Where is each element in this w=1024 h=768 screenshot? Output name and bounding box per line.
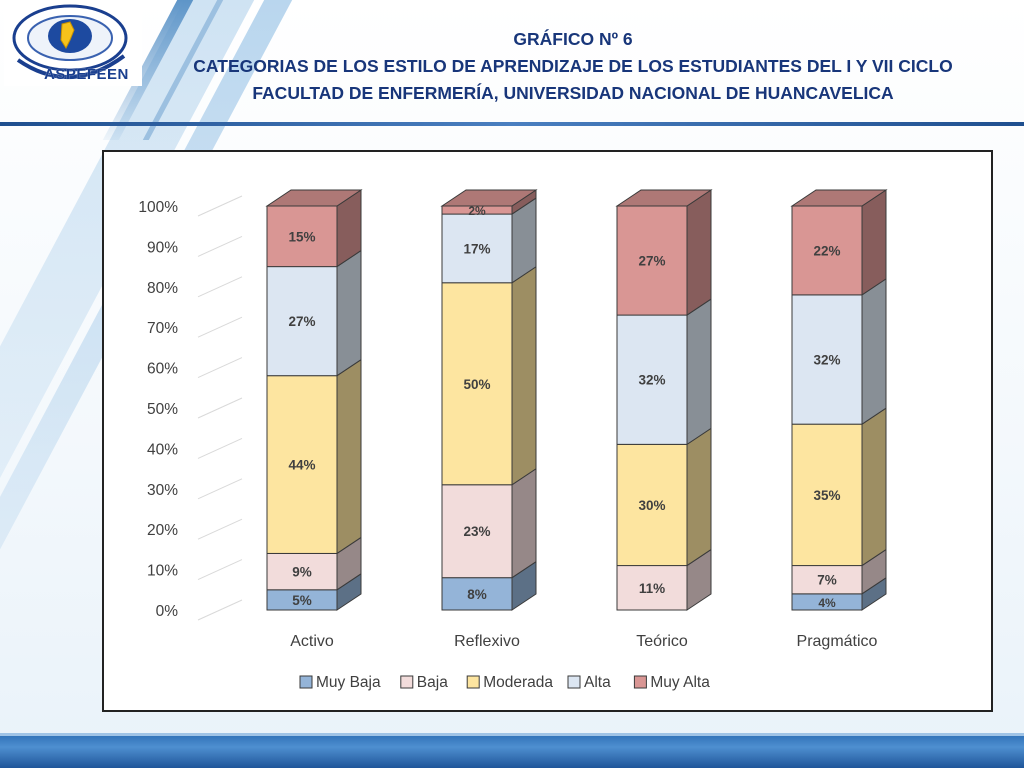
legend-label: Moderada bbox=[483, 674, 553, 691]
bar-segment-side bbox=[336, 358, 362, 555]
bar-top bbox=[790, 189, 888, 207]
y-grid-stub bbox=[197, 518, 243, 540]
legend-swatch bbox=[299, 675, 313, 689]
stacked-bar-chart: 0% 10% 20% 30% 40% 50% 60% 70% 80% 90% 100% 5% 9% 44%… bbox=[138, 189, 888, 691]
data-label: 5% bbox=[292, 593, 312, 608]
data-label: 17% bbox=[463, 241, 490, 256]
y-tick-label: 40% bbox=[147, 441, 178, 458]
legend-label: Muy Alta bbox=[650, 674, 710, 691]
bar-segment bbox=[266, 266, 338, 377]
data-label: 2% bbox=[468, 204, 486, 218]
bar-segment-side bbox=[511, 467, 537, 579]
title-line-1: GRÁFICO Nº 6 bbox=[513, 29, 633, 49]
y-grid-stub bbox=[197, 357, 243, 379]
header-divider bbox=[0, 122, 1024, 126]
title-line-3: FACULTAD DE ENFERMERÍA, UNIVERSIDAD NACI… bbox=[252, 83, 894, 103]
data-label: 27% bbox=[288, 314, 315, 329]
y-grid-stub bbox=[197, 559, 243, 581]
y-grid-stub bbox=[197, 478, 243, 500]
y-grid-stub bbox=[197, 397, 243, 419]
y-grid-stub bbox=[197, 316, 243, 338]
bar-segment bbox=[616, 443, 688, 567]
y-tick-label: 90% bbox=[147, 239, 178, 256]
bar-top bbox=[440, 189, 538, 207]
legend-label: Baja bbox=[417, 674, 448, 691]
legend-swatch bbox=[400, 675, 414, 689]
data-label: 23% bbox=[463, 524, 490, 539]
y-tick-label: 30% bbox=[147, 482, 178, 499]
data-label: 4% bbox=[818, 596, 836, 610]
bar-segment bbox=[441, 484, 513, 579]
bar-segment bbox=[616, 314, 688, 445]
bar-segment-side bbox=[686, 298, 712, 446]
legend-label: Muy Baja bbox=[316, 674, 381, 691]
bar-segment bbox=[616, 205, 688, 316]
bar-segment bbox=[791, 294, 863, 425]
data-label: 32% bbox=[813, 353, 840, 368]
data-label: 9% bbox=[292, 565, 312, 580]
bar-segment bbox=[266, 552, 338, 591]
data-label: 32% bbox=[638, 373, 665, 388]
bar-segment-side bbox=[336, 249, 362, 377]
legend-swatch bbox=[466, 675, 480, 689]
legend-label: Alta bbox=[584, 674, 611, 691]
bar-segment-side bbox=[511, 265, 537, 486]
data-label: 8% bbox=[467, 587, 487, 602]
logo-text: ASPEFEEN bbox=[44, 66, 129, 83]
x-tick-label: Reflexivo bbox=[454, 633, 520, 650]
y-grid-stub bbox=[197, 195, 243, 217]
title-line-2: CATEGORIAS DE LOS ESTILO DE APRENDIZAJE … bbox=[193, 56, 953, 76]
y-tick-label: 80% bbox=[147, 280, 178, 297]
x-tick-label: Activo bbox=[290, 633, 334, 650]
page-title: GRÁFICO Nº 6 CATEGORIAS DE LOS ESTILO DE… bbox=[150, 26, 996, 107]
y-tick-label: 100% bbox=[138, 199, 178, 216]
data-label: 35% bbox=[813, 488, 840, 503]
y-tick-label: 60% bbox=[147, 361, 178, 378]
logo-emblem-icon bbox=[12, 4, 128, 79]
bar-segment bbox=[266, 205, 338, 268]
legend-swatch bbox=[633, 675, 647, 689]
bar-segment bbox=[791, 205, 863, 296]
y-grid-stub bbox=[197, 599, 243, 621]
data-label: 30% bbox=[638, 498, 665, 513]
bar-segment-side bbox=[861, 277, 887, 426]
x-tick-label: Pragmático bbox=[797, 633, 878, 650]
y-tick-label: 10% bbox=[147, 563, 178, 580]
data-label: 50% bbox=[463, 377, 490, 392]
bar-segment-side bbox=[861, 407, 887, 567]
data-label: 11% bbox=[639, 581, 665, 596]
footer-bar bbox=[0, 733, 1024, 768]
y-tick-label: 70% bbox=[147, 320, 178, 337]
data-label: 15% bbox=[288, 229, 315, 244]
y-grid-stub bbox=[197, 235, 243, 257]
chart-frame: 0% 10% 20% 30% 40% 50% 60% 70% 80% 90% 100% 5% 9% 44%… bbox=[102, 150, 993, 712]
bar-segment-side bbox=[861, 189, 887, 296]
bar-segment-side bbox=[686, 189, 712, 317]
data-label: 7% bbox=[817, 573, 837, 588]
bar-top bbox=[265, 189, 363, 207]
y-tick-label: 20% bbox=[147, 522, 178, 539]
bar-segment bbox=[266, 375, 338, 554]
aspefeen-logo: ASPEFEEN bbox=[4, 0, 142, 86]
bar-segment-side bbox=[686, 427, 712, 567]
bar-segment bbox=[441, 213, 513, 284]
x-tick-label: Teórico bbox=[636, 633, 688, 650]
y-tick-label: 50% bbox=[147, 401, 178, 418]
legend-swatch bbox=[567, 675, 581, 689]
y-grid-stub bbox=[197, 437, 243, 459]
bar-segment bbox=[616, 565, 688, 611]
data-label: 22% bbox=[813, 243, 840, 258]
y-tick-label: 0% bbox=[156, 603, 179, 620]
data-label: 27% bbox=[638, 254, 665, 269]
bar-top bbox=[615, 189, 713, 207]
data-label: 44% bbox=[288, 458, 315, 473]
y-grid-stub bbox=[197, 276, 243, 298]
